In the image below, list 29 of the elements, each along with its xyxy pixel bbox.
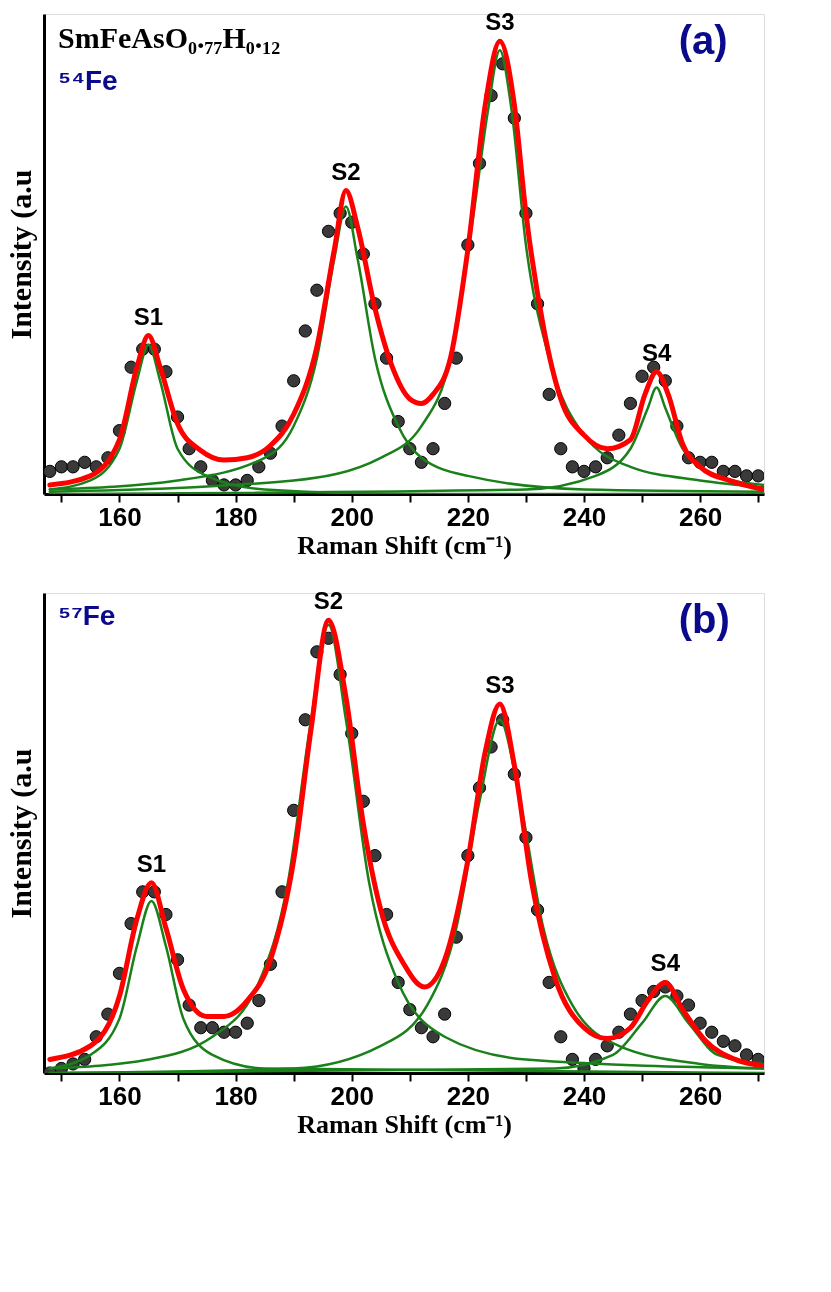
annotation: S1 [136,849,167,877]
x-tick-label: 180 [214,501,258,532]
annotation: S2 [313,587,344,615]
x-tick-label: 200 [330,501,374,532]
y-axis-title: Intensity (a.u [3,169,38,340]
annotation: (b) [678,597,730,641]
x-tick-label: 260 [678,501,723,532]
annotation: S4 [641,338,672,366]
x-tick-label: 240 [562,501,607,532]
annotation: S3 [485,670,515,698]
x-tick-label: 240 [562,1080,607,1111]
x-tick-label: 220 [446,1080,491,1111]
annotation: ⁵⁴Fe [58,65,118,96]
x-tick-label: 160 [98,501,142,532]
x-tick-label: 160 [98,1080,142,1111]
annotation: S2 [331,157,361,185]
x-tick-label: 200 [330,1080,374,1111]
annotation: S3 [485,8,515,36]
annotation: SmFeAsO₀.₇₇H₀.₁₂ [58,21,281,54]
x-tick-label: 260 [678,1080,723,1111]
y-axis-title: Intensity (a.u [3,748,38,919]
x-tick-label: 220 [446,501,491,532]
annotation: S1 [133,302,164,330]
annotation: (a) [678,18,728,62]
x-axis-title: Raman Shift (cm⁻¹) [297,1109,512,1139]
x-tick-label: 180 [214,1080,258,1111]
annotation: ⁵⁷Fe [58,600,116,631]
annotation: S4 [650,949,681,977]
x-axis-title: Raman Shift (cm⁻¹) [297,530,512,560]
